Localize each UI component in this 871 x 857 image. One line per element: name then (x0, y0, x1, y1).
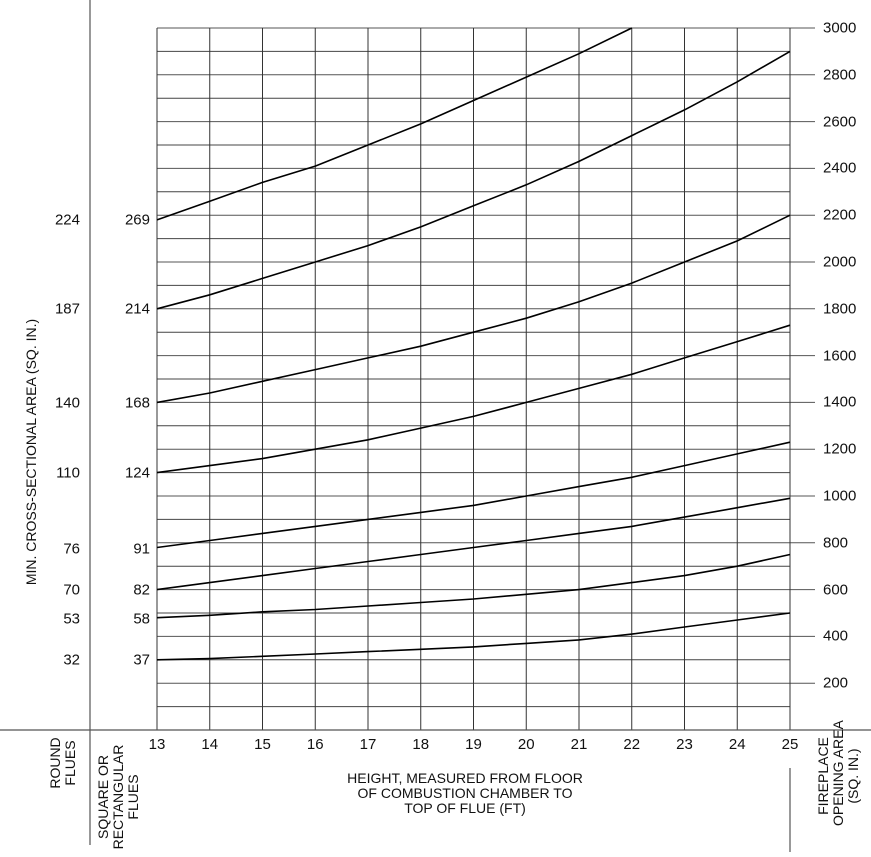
curve-269 (156, 27, 633, 221)
round-flue-label: 110 (56, 464, 80, 482)
right-tick-label: 1000 (823, 487, 857, 505)
curve-82 (156, 497, 791, 591)
square-flue-label: 214 (124, 300, 150, 318)
right-tick-label: 600 (823, 581, 849, 599)
x-title-line2: OF COMBUSTION CHAMBER TO (357, 785, 573, 801)
right-title-line3: (SQ. IN.) (845, 748, 861, 804)
right-tick-label: 2400 (823, 159, 857, 177)
right-tick-label: 2000 (823, 253, 857, 271)
right-tick-label: 1600 (823, 347, 857, 365)
curve-91 (156, 441, 791, 549)
x-tick-label: 17 (359, 736, 377, 753)
square-flues-line1: SQUARE OR (95, 755, 111, 840)
x-tick-label: 18 (412, 736, 430, 753)
y-axis-right-title: FIREPLACE OPENING AREA (SQ. IN.) (815, 720, 861, 826)
round-flue-label: 76 (63, 540, 80, 558)
x-title-line3: TOP OF FLUE (FT) (404, 800, 526, 816)
right-tick-label: 1800 (823, 300, 857, 318)
right-tick-label: 2600 (823, 113, 857, 131)
right-title-line1: FIREPLACE (815, 737, 831, 815)
round-flue-label: 140 (54, 394, 80, 412)
square-flues-line2: RECTANGULAR (110, 744, 126, 850)
curve-168 (156, 214, 791, 404)
round-flue-label: 32 (63, 651, 80, 669)
x-tick-label: 16 (306, 736, 324, 753)
right-title-line2: OPENING AREA (830, 720, 846, 826)
right-tick-label: 200 (823, 674, 849, 692)
x-axis-title: HEIGHT, MEASURED FROM FLOOR OF COMBUSTIO… (300, 771, 630, 816)
square-flue-label: 168 (124, 394, 150, 412)
right-tick-label: 400 (823, 627, 849, 645)
right-tick-label: 2200 (823, 206, 857, 224)
round-flue-label: 70 (63, 581, 80, 599)
x-tick-label: 20 (517, 736, 535, 753)
y-axis-left-title: MIN. CROSS-SECTIONAL AREA (SQ. IN.) (23, 318, 39, 586)
round-flues-line2: FLUES (62, 740, 78, 786)
square-flue-label: 82 (133, 581, 150, 599)
round-flue-label: 53 (63, 610, 80, 628)
round-flues-header: ROUND FLUES (47, 733, 78, 793)
round-flue-label: 224 (54, 211, 80, 229)
square-flue-label: 58 (133, 610, 150, 628)
x-tick-label: 22 (623, 736, 641, 753)
curve-124 (156, 324, 791, 474)
right-tick-label: 3000 (823, 19, 857, 37)
x-title-line1: HEIGHT, MEASURED FROM FLOOR (347, 770, 583, 786)
round-flue-label: 187 (54, 300, 80, 318)
x-tick-label: 23 (676, 736, 693, 753)
right-tick-label: 1200 (823, 440, 857, 458)
square-flue-label: 37 (133, 651, 150, 669)
curve-214 (156, 50, 791, 310)
square-flues-header: SQUARE OR RECTANGULAR FLUES (95, 737, 141, 857)
x-tick-label: 15 (254, 736, 271, 753)
x-tick-label: 24 (728, 736, 746, 753)
x-tick-label: 13 (148, 736, 166, 753)
square-flue-label: 124 (124, 464, 150, 482)
right-tick-label: 1400 (823, 393, 857, 411)
right-tick-label: 2800 (823, 66, 857, 84)
curve-58 (156, 553, 791, 619)
curve-37 (156, 612, 791, 661)
square-flues-line3: FLUES (125, 774, 141, 820)
square-flue-label: 91 (133, 540, 150, 558)
square-flue-label: 269 (124, 211, 150, 229)
right-tick-label: 800 (823, 534, 849, 552)
x-tick-label: 25 (781, 736, 799, 753)
round-flues-line1: ROUND (47, 737, 63, 789)
x-tick-label: 19 (465, 736, 482, 753)
x-tick-label: 21 (570, 736, 588, 753)
x-tick-label: 14 (201, 736, 219, 753)
